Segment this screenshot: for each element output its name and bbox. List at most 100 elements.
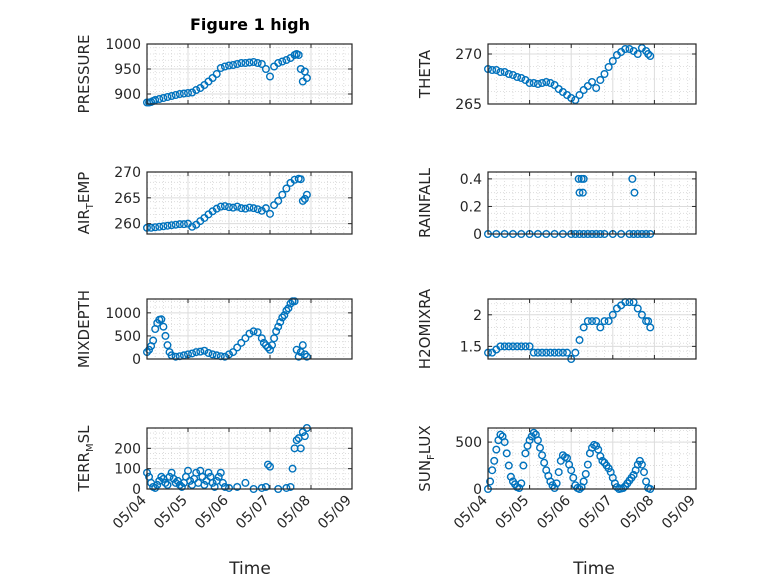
data-point xyxy=(294,51,303,60)
data-point xyxy=(583,317,592,326)
data-point xyxy=(237,204,246,213)
subplot-7: 0 500 05/04 05/05 05/06 05/07 05/08 05/09 SUNFLU… xyxy=(416,425,699,532)
x-tick-label: 05/04 xyxy=(110,492,150,532)
y-tick-label: 0 xyxy=(132,352,141,368)
data-point xyxy=(529,78,538,87)
data-point xyxy=(216,202,225,211)
data-point xyxy=(169,474,178,483)
data-point xyxy=(302,190,311,199)
data-point xyxy=(266,72,275,81)
data-point xyxy=(179,89,188,98)
data-point xyxy=(261,64,270,73)
data-point xyxy=(621,45,630,54)
x-tick-label: 05/09 xyxy=(659,493,699,533)
data-point xyxy=(513,342,522,351)
subplot-4: 0 500 1000 MIXDEPTH xyxy=(75,290,353,368)
data-point xyxy=(552,479,561,488)
data-point xyxy=(604,317,613,326)
data-point xyxy=(218,478,227,487)
data-point xyxy=(542,348,551,357)
data-point xyxy=(296,64,305,73)
y-tick-label: 950 xyxy=(114,62,141,78)
data-point xyxy=(284,304,293,313)
data-point xyxy=(147,223,156,232)
data-point xyxy=(550,80,559,89)
data-point xyxy=(272,327,281,336)
data-point xyxy=(575,188,584,197)
x-tick-label: 05/08 xyxy=(617,493,657,533)
data-point xyxy=(598,456,607,465)
data-point xyxy=(500,342,509,351)
data-point xyxy=(183,88,192,97)
data-point xyxy=(208,73,217,82)
y-axis-label-main: MIXDEPTH xyxy=(75,290,93,368)
data-point xyxy=(241,204,250,213)
data-point xyxy=(500,67,509,76)
data-point xyxy=(200,480,209,489)
data-point xyxy=(302,73,311,82)
data-point xyxy=(183,466,192,475)
data-point xyxy=(216,63,225,72)
data-point xyxy=(282,56,291,65)
data-point xyxy=(583,81,592,90)
y-axis-label: RAINFALL xyxy=(416,167,434,238)
data-point xyxy=(253,328,262,337)
x-tick-label: 05/07 xyxy=(233,493,273,533)
data-point xyxy=(245,203,254,212)
axes-box xyxy=(146,43,353,105)
data-point xyxy=(504,69,513,78)
y-axis-label-main: AIR xyxy=(75,209,93,234)
subplot-2: 260 265 270 AIRTEMP xyxy=(75,165,353,235)
data-point xyxy=(186,476,195,485)
data-point xyxy=(563,348,572,357)
data-point xyxy=(579,477,588,486)
data-point xyxy=(492,445,501,454)
data-point xyxy=(245,329,254,338)
data-point xyxy=(515,484,524,493)
data-point xyxy=(204,349,213,358)
data-point xyxy=(550,348,559,357)
data-point xyxy=(263,460,272,469)
data-point xyxy=(644,50,653,59)
axes-background xyxy=(147,44,352,104)
data-point xyxy=(619,484,628,493)
data-point xyxy=(525,78,534,87)
subplot-5: 1.5 2 H2OMIXRA xyxy=(416,288,697,369)
axes-background xyxy=(147,299,352,359)
data-point xyxy=(517,73,526,82)
data-point xyxy=(558,348,567,357)
y-axis-label: MIXDEPTH xyxy=(75,290,93,368)
data-point xyxy=(292,345,301,354)
data-point xyxy=(300,350,309,359)
data-point xyxy=(596,75,605,84)
subplot-3: 0 0.2 0.4 RAINFALL xyxy=(416,167,697,243)
data-point xyxy=(224,203,233,212)
data-point xyxy=(229,203,238,212)
data-point xyxy=(163,341,172,350)
data-point xyxy=(540,458,549,467)
x-tick-label: 05/06 xyxy=(192,492,232,532)
data-point xyxy=(288,464,297,473)
data-point xyxy=(496,342,505,351)
y-tick-label: 500 xyxy=(114,329,141,345)
data-point xyxy=(633,50,642,59)
data-point xyxy=(257,60,266,69)
data-point xyxy=(261,204,270,213)
data-point xyxy=(533,79,542,88)
data-point xyxy=(237,338,246,347)
y-axis-label: TERRMSL xyxy=(75,425,96,493)
data-point xyxy=(538,451,547,460)
data-point xyxy=(298,428,307,437)
data-point xyxy=(637,310,646,319)
data-point xyxy=(167,91,176,100)
data-point xyxy=(155,222,164,231)
axes-background xyxy=(488,428,696,489)
data-point xyxy=(278,313,287,322)
data-point xyxy=(554,468,563,477)
data-point xyxy=(214,472,223,481)
y-tick-label: 2 xyxy=(473,308,482,324)
y-tick-label: 270 xyxy=(455,47,482,63)
data-point xyxy=(196,347,205,356)
data-point xyxy=(233,482,242,491)
